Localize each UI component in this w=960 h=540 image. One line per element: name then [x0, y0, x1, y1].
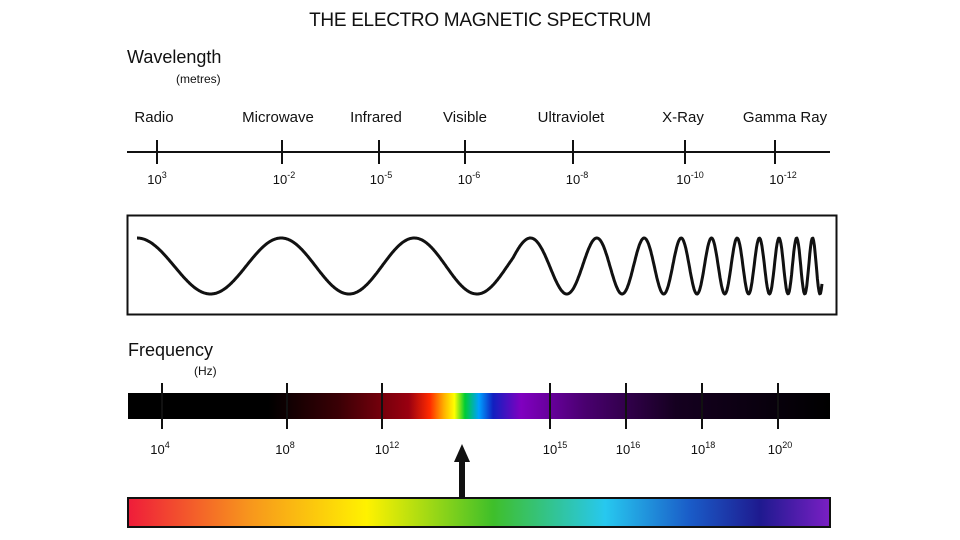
visible-arrow-head — [454, 444, 470, 462]
wavelength-label: Wavelength — [127, 47, 222, 67]
frequency-tick-label: 108 — [275, 440, 295, 457]
wavelength-tick-label: 10-8 — [565, 170, 589, 187]
band-label-gamma-ray: Gamma Ray — [742, 109, 828, 126]
frequency-tick-label: 1012 — [374, 440, 400, 457]
frequency-bar — [128, 393, 830, 419]
frequency-ticks — [161, 383, 779, 429]
frequency-tick-label: 1020 — [767, 440, 793, 457]
wavelength-tick-label: 10-6 — [457, 170, 481, 187]
band-label-x-ray: X-Ray — [662, 109, 704, 126]
wavelength-tick-label: 10-12 — [769, 170, 797, 187]
band-label-visible: Visible — [443, 109, 487, 126]
visible-arrow-shaft — [459, 460, 465, 498]
diagram-title: THE ELECTRO MAGNETIC SPECTRUM — [309, 10, 651, 31]
frequency-tick-label: 1015 — [542, 440, 568, 457]
band-label-ultraviolet: Ultraviolet — [537, 109, 605, 126]
wavelength-tick-label: 103 — [147, 170, 167, 187]
visible-spectrum-bar — [127, 497, 831, 528]
frequency-tick-label: 1018 — [690, 440, 716, 457]
band-label-infrared: Infrared — [350, 109, 402, 126]
wavelength-tick-label: 10-5 — [369, 170, 393, 187]
wavelength-unit: (metres) — [176, 72, 221, 86]
wavelength-tick-label: 10-10 — [676, 170, 704, 187]
frequency-tick-label: 104 — [150, 440, 170, 457]
frequency-tick-label: 1016 — [615, 440, 641, 457]
band-label-microwave: Microwave — [242, 109, 314, 126]
frequency-unit: (Hz) — [194, 364, 217, 378]
wave-line — [136, 236, 824, 296]
band-label-radio: Radio — [134, 109, 174, 126]
wavelength-ticks — [156, 140, 776, 164]
frequency-label: Frequency — [128, 340, 214, 360]
wavelength-tick-label: 10-2 — [272, 170, 296, 187]
